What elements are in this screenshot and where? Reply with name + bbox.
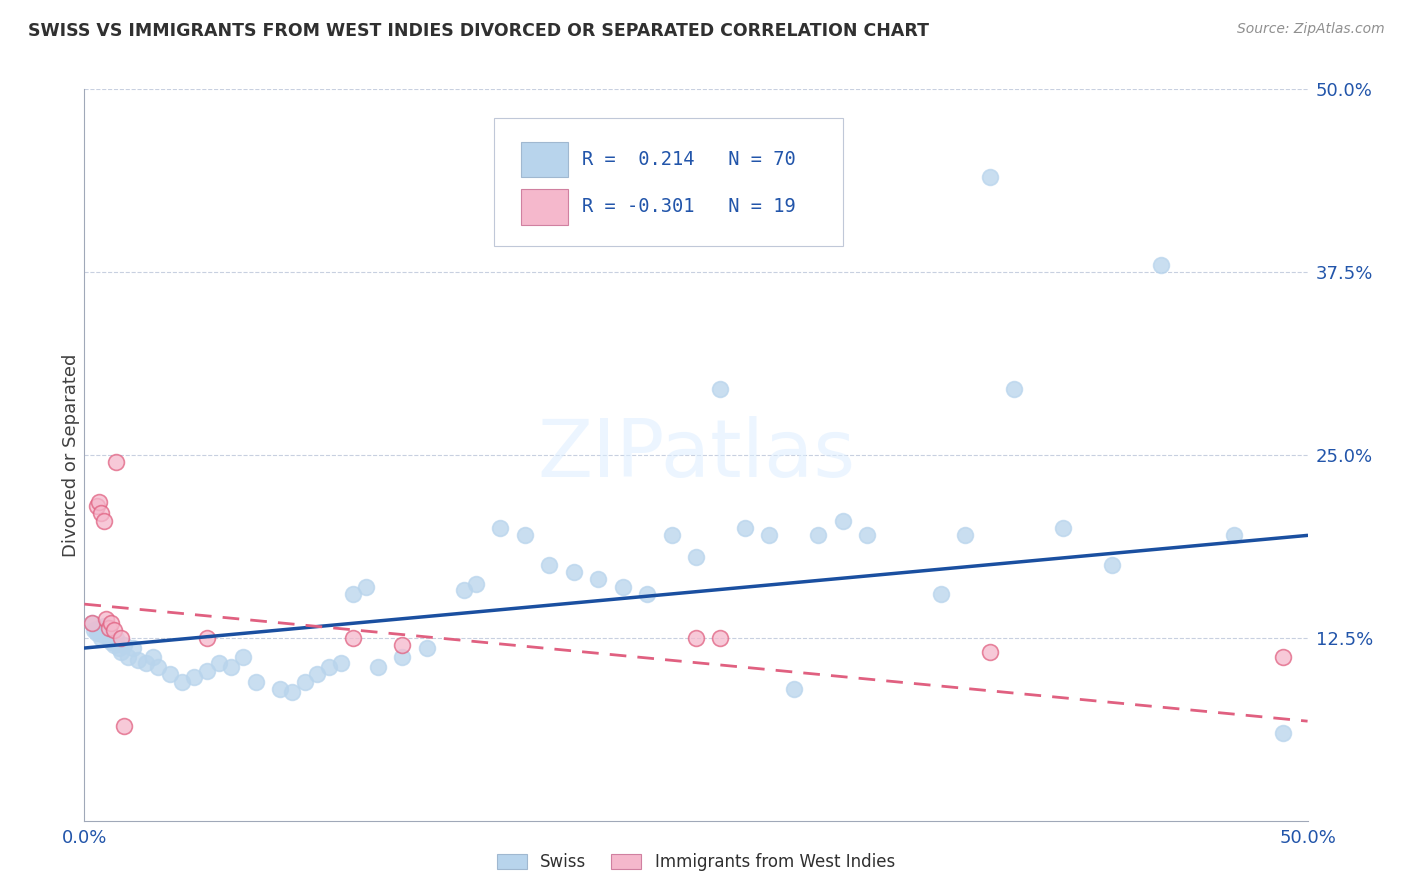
Point	[93, 628, 115, 642]
Text: R = -0.301   N = 19: R = -0.301 N = 19	[582, 197, 796, 217]
Point	[489, 521, 512, 535]
Point	[112, 718, 135, 732]
Point	[391, 638, 413, 652]
Point	[1002, 382, 1025, 396]
Point	[110, 631, 132, 645]
Point	[105, 631, 128, 645]
Point	[661, 528, 683, 542]
Point	[96, 624, 118, 638]
Point	[83, 624, 105, 638]
Point	[453, 582, 475, 597]
Point	[807, 528, 830, 542]
Point	[172, 674, 194, 689]
Point	[979, 645, 1001, 659]
Point	[281, 685, 304, 699]
Point	[87, 494, 110, 508]
Point	[80, 616, 103, 631]
Point	[90, 631, 112, 645]
Point	[929, 587, 952, 601]
Point	[110, 645, 132, 659]
Point	[586, 572, 609, 586]
Point	[93, 514, 115, 528]
Point	[117, 649, 139, 664]
Point	[856, 528, 879, 542]
Point	[416, 640, 439, 655]
Point	[245, 674, 267, 689]
Point	[195, 631, 218, 645]
Point	[636, 587, 658, 601]
Point	[562, 565, 585, 579]
Bar	[522, 189, 568, 225]
Point	[87, 626, 110, 640]
Point	[342, 587, 364, 601]
Point	[1052, 521, 1074, 535]
Point	[685, 631, 707, 645]
Point	[513, 528, 536, 542]
Point	[538, 558, 561, 572]
Y-axis label: Divorced or Separated: Divorced or Separated	[62, 353, 80, 557]
Point	[1101, 558, 1123, 572]
Point	[318, 660, 340, 674]
Point	[105, 455, 128, 469]
Point	[354, 580, 377, 594]
Point	[107, 640, 129, 655]
Point	[80, 616, 103, 631]
Point	[269, 681, 291, 696]
Point	[979, 169, 1001, 184]
Point	[208, 656, 231, 670]
Point	[135, 656, 157, 670]
Point	[112, 638, 135, 652]
Point	[90, 507, 112, 521]
Point	[159, 667, 181, 681]
Point	[195, 665, 218, 679]
Point	[758, 528, 780, 542]
Text: R =  0.214   N = 70: R = 0.214 N = 70	[582, 150, 796, 169]
Point	[342, 631, 364, 645]
Point	[146, 660, 169, 674]
Point	[685, 550, 707, 565]
Text: ZIPatlas: ZIPatlas	[537, 416, 855, 494]
Point	[142, 649, 165, 664]
Point	[219, 660, 242, 674]
Legend: Swiss, Immigrants from West Indies: Swiss, Immigrants from West Indies	[491, 847, 901, 878]
Point	[90, 624, 112, 638]
Point	[1272, 649, 1295, 664]
Bar	[522, 142, 568, 177]
Point	[97, 631, 120, 645]
Point	[734, 521, 756, 535]
Text: Source: ZipAtlas.com: Source: ZipAtlas.com	[1237, 22, 1385, 37]
Point	[97, 626, 120, 640]
Point	[953, 528, 976, 542]
Point	[100, 616, 122, 631]
Point	[1150, 258, 1173, 272]
Point	[709, 631, 731, 645]
Text: SWISS VS IMMIGRANTS FROM WEST INDIES DIVORCED OR SEPARATED CORRELATION CHART: SWISS VS IMMIGRANTS FROM WEST INDIES DIV…	[28, 22, 929, 40]
Point	[330, 656, 353, 670]
Point	[783, 681, 806, 696]
Point	[232, 649, 254, 664]
Point	[96, 612, 118, 626]
Point	[367, 660, 389, 674]
Point	[103, 638, 125, 652]
Point	[87, 621, 110, 635]
Point	[831, 514, 853, 528]
Point	[305, 667, 328, 681]
FancyBboxPatch shape	[494, 119, 842, 246]
Point	[709, 382, 731, 396]
Point	[127, 653, 149, 667]
Point	[97, 621, 120, 635]
Point	[93, 619, 115, 633]
Point	[122, 640, 145, 655]
Point	[1272, 726, 1295, 740]
Point	[183, 670, 205, 684]
Point	[612, 580, 634, 594]
Point	[1223, 528, 1246, 542]
Point	[103, 624, 125, 638]
Point	[464, 576, 486, 591]
Point	[86, 499, 108, 513]
Point	[391, 649, 413, 664]
Point	[86, 626, 108, 640]
Point	[294, 674, 316, 689]
Point	[100, 635, 122, 649]
